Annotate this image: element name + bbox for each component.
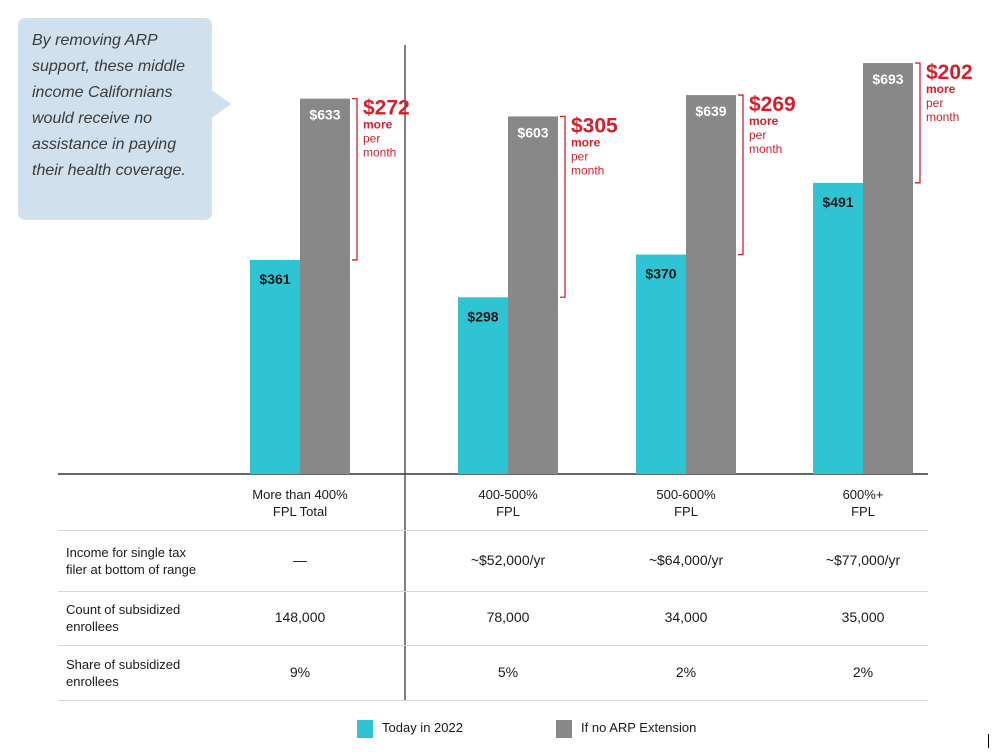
callout-bubble xyxy=(18,18,231,220)
difference-bracket xyxy=(560,115,566,298)
difference-note: per xyxy=(571,149,588,163)
bar-today xyxy=(250,259,300,474)
difference-amount: $269 xyxy=(749,93,796,116)
table-cell: 35,000 xyxy=(841,609,885,625)
bar-label-no-arp: $603 xyxy=(517,124,548,140)
table-row-divider xyxy=(58,530,928,531)
difference-note: per xyxy=(749,128,766,142)
category-label: More than 400% FPL Total xyxy=(252,487,348,519)
table-row-label: Income for single tax filer at bottom of … xyxy=(66,544,197,577)
difference-amount: $272 xyxy=(363,97,410,120)
table-row-divider xyxy=(58,700,928,701)
table-cell: 148,000 xyxy=(274,609,326,625)
table-row-label: Count of subsidized enrollees xyxy=(66,602,181,634)
bar-no-arp xyxy=(863,63,913,475)
difference-amount: $305 xyxy=(571,114,618,137)
bar-label-today: $361 xyxy=(259,271,290,287)
table-cell: — xyxy=(293,551,307,568)
table-cell: 5% xyxy=(497,663,519,680)
bar-no-arp xyxy=(686,95,736,474)
table-row-divider xyxy=(58,591,928,592)
legend-label-today: Today in 2022 xyxy=(382,720,463,735)
legend-label-no-arp: If no ARP Extension xyxy=(581,720,697,735)
difference-bracket xyxy=(915,62,921,184)
bar-label-today: $491 xyxy=(822,194,853,210)
bar-no-arp xyxy=(508,116,558,475)
difference-bracket xyxy=(352,97,358,261)
table-cell: ~$64,000/yr xyxy=(648,551,724,568)
difference-note: per xyxy=(363,132,380,146)
difference-note: more xyxy=(571,135,601,149)
difference-note: month xyxy=(571,163,604,177)
bar-label-no-arp: $639 xyxy=(695,103,726,119)
bar-label-today: $298 xyxy=(467,308,498,324)
difference-note: more xyxy=(363,118,393,132)
table-cell: 2% xyxy=(675,663,697,680)
table-row-divider xyxy=(58,645,928,646)
difference-note: more xyxy=(749,114,779,128)
table-cell: ~$77,000/yr xyxy=(825,551,901,568)
legend-swatch-today xyxy=(357,720,373,738)
category-label: 600%+ FPL xyxy=(842,487,884,519)
difference-note: per xyxy=(926,96,943,110)
table-cell: ~$52,000/yr xyxy=(470,551,546,568)
table-row-label: Share of subsidized enrollees xyxy=(66,656,181,689)
bar-label-no-arp: $693 xyxy=(872,71,903,87)
bar-today xyxy=(636,254,686,474)
difference-note: more xyxy=(926,82,956,96)
table-cell: 34,000 xyxy=(664,609,708,625)
corner-tick xyxy=(988,734,989,748)
category-label: 500-600% FPL xyxy=(656,487,716,519)
table-cell: 2% xyxy=(852,663,874,680)
difference-bracket xyxy=(738,94,744,256)
difference-amount: $202 xyxy=(926,61,973,84)
difference-note: month xyxy=(926,110,959,124)
legend-swatch-no-arp xyxy=(556,720,572,738)
bar-today xyxy=(813,182,863,474)
bar-label-no-arp: $633 xyxy=(309,107,340,123)
table-cell: 78,000 xyxy=(486,609,530,625)
difference-note: month xyxy=(749,142,782,156)
difference-note: month xyxy=(363,146,396,160)
category-label: 400-500% FPL xyxy=(478,487,538,519)
bar-today xyxy=(458,297,508,474)
table-cell: 9% xyxy=(289,663,311,680)
callout-text: By removing ARP support, these middle in… xyxy=(32,32,186,179)
bar-label-today: $370 xyxy=(645,266,676,282)
bar-no-arp xyxy=(300,98,350,475)
